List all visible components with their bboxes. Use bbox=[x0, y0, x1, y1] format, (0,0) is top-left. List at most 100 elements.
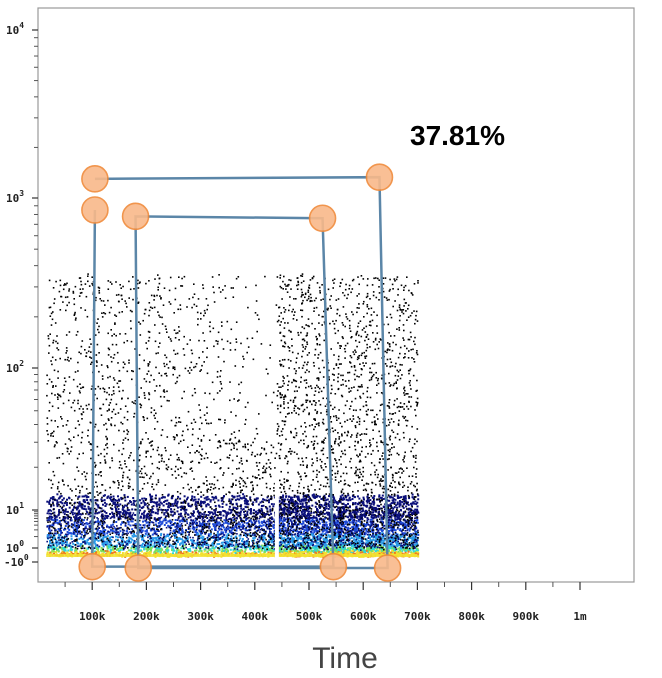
event-dot bbox=[58, 503, 60, 506]
event-dot bbox=[224, 545, 227, 548]
event-dot bbox=[126, 528, 128, 530]
event-dot bbox=[209, 529, 212, 532]
event-dot bbox=[158, 548, 161, 551]
event-dot bbox=[224, 531, 227, 534]
event-dot bbox=[61, 537, 64, 540]
event-dot bbox=[272, 527, 275, 529]
event-dot bbox=[73, 512, 76, 515]
event-dot bbox=[127, 438, 129, 441]
event-dot bbox=[235, 442, 238, 445]
event-dot bbox=[126, 419, 129, 421]
event-dot bbox=[260, 343, 263, 345]
event-dot bbox=[62, 518, 64, 521]
event-dot bbox=[161, 323, 164, 325]
event-dot bbox=[143, 359, 145, 362]
event-dot bbox=[52, 386, 54, 388]
event-dot bbox=[130, 531, 133, 534]
event-dot bbox=[228, 518, 231, 520]
event-dot bbox=[248, 509, 251, 511]
event-dot bbox=[111, 523, 114, 526]
event-dot bbox=[52, 311, 54, 313]
event-dot bbox=[52, 524, 55, 527]
event-dot bbox=[197, 511, 199, 513]
event-dot bbox=[79, 530, 82, 533]
event-dot bbox=[193, 293, 196, 295]
event-dot bbox=[99, 462, 102, 464]
event-dot bbox=[98, 532, 100, 534]
event-dot bbox=[176, 491, 179, 493]
event-dot bbox=[140, 404, 143, 407]
event-dot bbox=[203, 434, 205, 437]
event-dot bbox=[133, 412, 136, 415]
event-dot bbox=[47, 510, 50, 513]
event-dot bbox=[119, 333, 121, 335]
event-dot bbox=[51, 541, 54, 543]
event-dot bbox=[98, 545, 101, 548]
event-dot bbox=[203, 497, 206, 500]
event-dot bbox=[94, 527, 97, 530]
event-dot bbox=[160, 547, 163, 550]
event-dot bbox=[255, 300, 258, 302]
event-dot bbox=[102, 522, 105, 525]
event-dot bbox=[123, 496, 126, 498]
event-dot bbox=[88, 285, 91, 287]
event-dot bbox=[217, 536, 219, 538]
event-dot bbox=[206, 484, 208, 486]
event-dot bbox=[210, 520, 212, 522]
event-dot bbox=[147, 521, 150, 524]
event-dot bbox=[91, 276, 93, 278]
event-dot bbox=[264, 516, 266, 519]
event-dot bbox=[246, 525, 249, 528]
event-dot bbox=[110, 536, 113, 538]
event-dot bbox=[143, 497, 146, 500]
event-dot bbox=[94, 426, 96, 428]
event-dot bbox=[106, 545, 109, 548]
event-dot bbox=[46, 519, 49, 522]
event-dot bbox=[60, 552, 63, 555]
event-dot bbox=[239, 525, 242, 528]
event-dot bbox=[226, 546, 229, 548]
event-dot bbox=[263, 498, 266, 501]
event-dot bbox=[60, 511, 62, 514]
event-dot bbox=[163, 362, 165, 365]
event-dot bbox=[122, 366, 125, 369]
event-dot bbox=[229, 548, 232, 551]
event-dot bbox=[157, 346, 160, 348]
event-dot bbox=[61, 531, 63, 534]
event-dot bbox=[270, 496, 273, 498]
event-dot bbox=[83, 549, 86, 552]
event-dot bbox=[235, 527, 238, 530]
event-dot bbox=[198, 356, 200, 359]
event-dot bbox=[100, 510, 103, 513]
event-dot bbox=[187, 548, 189, 551]
event-dot bbox=[156, 525, 158, 527]
event-dot bbox=[134, 400, 137, 402]
event-dot bbox=[107, 495, 110, 498]
event-dot bbox=[212, 524, 215, 527]
event-dot bbox=[160, 455, 163, 457]
event-dot bbox=[105, 422, 107, 425]
event-dot bbox=[126, 526, 129, 529]
event-dot bbox=[243, 497, 246, 499]
event-dot bbox=[179, 515, 182, 518]
event-dot bbox=[235, 545, 238, 548]
event-dot bbox=[76, 533, 79, 535]
event-dot bbox=[145, 552, 148, 554]
event-dot bbox=[185, 551, 188, 554]
event-dot bbox=[151, 440, 154, 442]
event-dot bbox=[155, 541, 158, 544]
event-dot bbox=[78, 509, 81, 512]
event-dot bbox=[82, 528, 85, 530]
event-dot bbox=[80, 307, 82, 309]
event-dot bbox=[243, 532, 245, 534]
event-dot bbox=[251, 451, 254, 454]
event-dot bbox=[272, 524, 275, 526]
event-dot bbox=[268, 541, 271, 543]
event-dot bbox=[135, 552, 138, 554]
event-dot bbox=[195, 528, 198, 531]
event-dot bbox=[178, 421, 180, 423]
event-dot bbox=[62, 509, 65, 511]
event-dot bbox=[60, 492, 62, 495]
event-dot bbox=[240, 460, 243, 462]
event-dot bbox=[222, 541, 225, 544]
